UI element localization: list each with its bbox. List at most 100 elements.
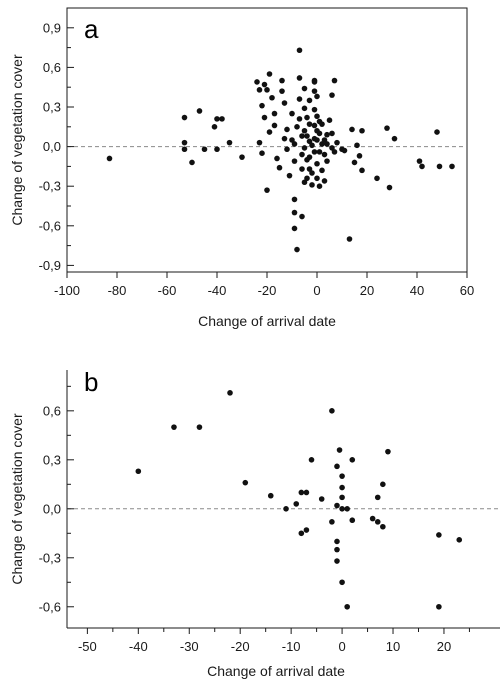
x-tick-label: -60 [158, 283, 177, 298]
data-point [301, 85, 308, 92]
data-point [329, 519, 335, 525]
data-point [254, 79, 260, 85]
data-point [436, 603, 442, 610]
data-point [289, 110, 295, 117]
data-point [319, 167, 325, 174]
data-point [294, 246, 300, 253]
x-tick-label: -20 [258, 283, 277, 298]
data-point [261, 81, 268, 88]
data-point [239, 154, 245, 160]
panel-a-y-ticks: -0,9 -0,6 -0,3 0,0 0,3 0,6 0,9 [39, 20, 74, 273]
data-point [374, 519, 381, 525]
x-tick-label: 40 [410, 283, 424, 298]
data-point [329, 408, 335, 414]
data-point [339, 494, 345, 501]
data-point [181, 146, 188, 153]
data-point [306, 121, 313, 127]
data-point [311, 79, 318, 85]
x-tick-label: 0 [338, 639, 345, 654]
x-tick-label: 60 [460, 283, 474, 298]
data-point [336, 447, 343, 453]
data-point [299, 166, 305, 172]
data-point [309, 182, 315, 188]
panel-b-x-axis-title: Change of arrival date [207, 663, 345, 679]
data-point [299, 213, 305, 220]
panel-b-y-ticks: -0,6 -0,3 0,0 0,3 0,6 [39, 385, 74, 614]
data-point [286, 172, 293, 179]
data-point [434, 129, 440, 135]
data-point [374, 175, 380, 182]
panel-b-letter: b [84, 367, 98, 397]
data-point [351, 159, 358, 166]
data-point [380, 481, 386, 488]
data-point [316, 183, 323, 189]
data-point [214, 146, 220, 153]
data-point [331, 77, 338, 84]
data-point [384, 125, 390, 131]
y-tick-label: 0,6 [43, 403, 61, 418]
data-point [259, 102, 265, 109]
data-point [385, 448, 391, 455]
data-point [296, 96, 303, 102]
data-point [346, 236, 353, 242]
data-point [326, 117, 333, 123]
data-point [281, 100, 288, 106]
x-tick-label: -100 [54, 283, 80, 298]
data-point [219, 116, 225, 122]
data-point [196, 424, 203, 430]
x-tick-label: -40 [129, 639, 148, 654]
data-point [308, 457, 315, 463]
data-point [304, 133, 310, 139]
panel-a-letter: a [84, 14, 99, 44]
data-point [296, 47, 303, 54]
panel-a-y-axis-title: Change of vegetation cover [9, 54, 25, 226]
data-point [181, 139, 188, 146]
data-point [189, 159, 195, 166]
data-point [303, 489, 310, 496]
x-tick-label: 20 [437, 639, 451, 654]
x-tick-label: 20 [360, 283, 374, 298]
data-point [274, 155, 280, 162]
data-point [259, 150, 265, 156]
data-point [309, 170, 315, 176]
panel-a-x-axis-title: Change of arrival date [198, 313, 336, 329]
x-tick-label: 0 [313, 283, 320, 298]
data-point [304, 114, 310, 121]
data-point [293, 501, 300, 507]
data-point [321, 151, 328, 158]
data-point [304, 175, 310, 182]
data-point [301, 145, 308, 151]
data-point [284, 146, 290, 153]
panel-a-points [106, 47, 455, 253]
data-point [349, 126, 355, 133]
y-tick-label: 0,3 [43, 100, 61, 115]
data-point [299, 133, 305, 139]
data-point [339, 484, 345, 491]
data-point [271, 122, 278, 129]
data-point [267, 492, 274, 499]
data-point [314, 93, 320, 100]
data-point [386, 184, 393, 191]
data-point [319, 121, 325, 127]
data-point [283, 505, 289, 512]
data-point [436, 532, 442, 538]
data-point [311, 149, 318, 155]
data-point [334, 558, 340, 564]
y-tick-label: 0,6 [43, 60, 61, 75]
data-point [106, 155, 113, 162]
data-point [266, 129, 273, 135]
y-tick-label: 0,0 [43, 139, 61, 154]
data-point [316, 149, 323, 155]
data-point [284, 126, 290, 133]
data-point [314, 113, 320, 120]
data-point [356, 153, 363, 159]
data-point [334, 546, 340, 553]
data-point [339, 579, 345, 586]
data-point [201, 146, 208, 153]
data-point [391, 135, 398, 142]
data-point [298, 489, 305, 496]
data-point [339, 473, 345, 479]
data-point [196, 108, 203, 114]
data-point [266, 71, 273, 77]
panel-b-scatter: -0,6 -0,3 0,0 0,3 0,6 -50 -40 -30 -20 -10 0 10 20 b… [9, 367, 500, 679]
